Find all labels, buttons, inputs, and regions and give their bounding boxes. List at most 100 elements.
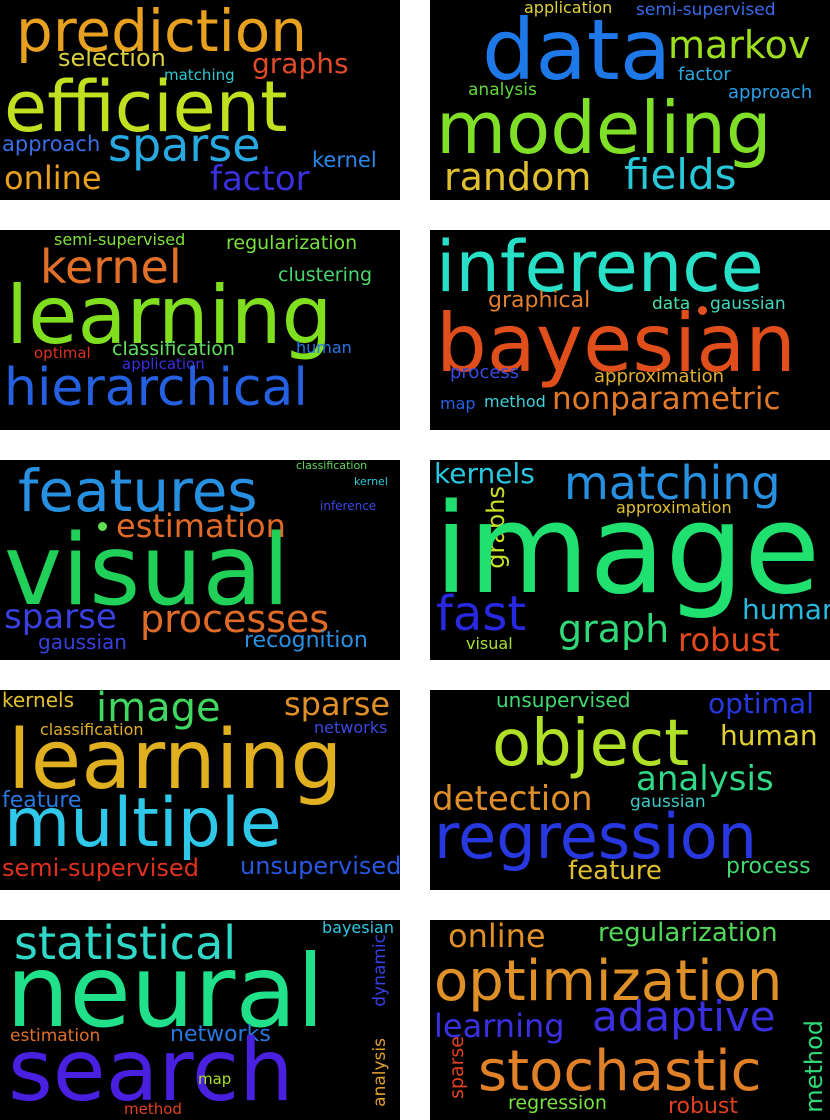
- word-cloud-6: kernels matching graphs approximation im…: [430, 460, 830, 660]
- word: graphical: [488, 288, 591, 313]
- word: semi-supervised: [54, 230, 186, 249]
- word: visual: [4, 514, 290, 628]
- word: kernel: [312, 148, 377, 172]
- word: gaussian: [710, 294, 786, 314]
- word: stochastic: [478, 1039, 762, 1104]
- word: random: [444, 155, 592, 199]
- word: data: [652, 294, 691, 314]
- word: analysis: [370, 1038, 390, 1107]
- word: sparse: [284, 690, 391, 723]
- word: sparse: [446, 1036, 468, 1100]
- word: human: [720, 719, 818, 752]
- word: bayesian: [436, 297, 796, 390]
- marker-dot: [98, 522, 107, 531]
- word: optimal: [34, 344, 91, 362]
- word: optimization: [434, 949, 783, 1014]
- word: robust: [678, 621, 780, 659]
- word: matching: [564, 460, 781, 510]
- word: image: [96, 690, 221, 731]
- word-cloud-3: semi-supervised regularization kernel cl…: [0, 230, 400, 430]
- word-cloud-4: inference graphical data gaussian bayesi…: [430, 230, 830, 430]
- word: hierarchical: [4, 358, 308, 418]
- word-cloud-7: kernels image sparse classification netw…: [0, 690, 400, 890]
- word: estimation: [10, 1026, 101, 1046]
- word: approach: [728, 82, 813, 103]
- word: search: [8, 1021, 294, 1120]
- word-cloud-8: unsupervised optimal object human analys…: [430, 690, 830, 890]
- word: graphs: [252, 47, 349, 80]
- word: networks: [170, 1022, 271, 1047]
- word: adaptive: [592, 992, 776, 1041]
- word: object: [492, 707, 690, 781]
- word: analysis: [636, 759, 774, 799]
- word: learning: [434, 1007, 565, 1045]
- word: method: [124, 1100, 182, 1118]
- word: learning: [8, 713, 343, 808]
- word: classification: [40, 720, 144, 739]
- word: matching: [164, 66, 235, 84]
- word: modeling: [436, 86, 772, 170]
- word: application: [524, 0, 613, 17]
- word: human: [296, 338, 352, 357]
- word: map: [198, 1070, 232, 1088]
- word: visual: [466, 634, 513, 653]
- word: processes: [140, 597, 330, 641]
- word: markov: [668, 23, 811, 67]
- word: graph: [558, 607, 670, 651]
- word-cloud-5: classification kernel features inference…: [0, 460, 400, 660]
- word: statistical: [14, 920, 237, 970]
- word: sparse: [4, 597, 117, 637]
- word: optimal: [708, 690, 814, 720]
- word-cloud-2: application semi-supervised data markov …: [430, 0, 830, 200]
- word: method: [800, 1020, 828, 1113]
- word: data: [482, 1, 672, 99]
- word: regularization: [598, 920, 778, 948]
- word: kernel: [354, 475, 388, 488]
- word: kernels: [2, 690, 75, 712]
- word: method: [484, 392, 546, 411]
- word: feature: [2, 788, 82, 813]
- word: recognition: [244, 628, 368, 653]
- word: online: [4, 159, 102, 197]
- word: online: [448, 920, 546, 955]
- word: detection: [432, 779, 593, 819]
- word: kernels: [434, 460, 535, 490]
- word: regression: [508, 1092, 607, 1114]
- word-cloud-9: statistical bayesian neural dynamic esti…: [0, 920, 400, 1120]
- word: prediction: [16, 0, 307, 65]
- word: approach: [2, 132, 101, 156]
- word: classification: [112, 338, 235, 360]
- word: approximation: [616, 498, 732, 517]
- word: multiple: [4, 784, 282, 863]
- word: gaussian: [630, 792, 706, 812]
- word: regularization: [226, 232, 358, 254]
- word: inference: [320, 499, 377, 513]
- word: process: [450, 362, 520, 383]
- word: regression: [434, 800, 757, 873]
- word: nonparametric: [552, 381, 781, 417]
- marker-dot: [698, 306, 707, 315]
- word-cloud-10: online regularization optimization learn…: [430, 920, 830, 1120]
- word: learning: [6, 269, 333, 362]
- word: image: [434, 478, 821, 622]
- word: kernel: [40, 240, 182, 294]
- word: application: [122, 355, 205, 373]
- word: analysis: [468, 80, 537, 100]
- word: efficient: [4, 66, 288, 148]
- word: bayesian: [322, 920, 394, 937]
- word: semi-supervised: [636, 0, 776, 20]
- word: feature: [568, 856, 662, 886]
- word: unsupervised: [496, 690, 631, 712]
- word: gaussian: [38, 630, 127, 654]
- word: semi-supervised: [2, 854, 199, 882]
- word: dynamic: [370, 934, 390, 1007]
- word: fields: [624, 150, 737, 199]
- word: networks: [314, 718, 388, 737]
- word: process: [726, 854, 811, 879]
- word: factor: [210, 159, 310, 199]
- word: factor: [678, 64, 731, 85]
- word: map: [440, 394, 476, 413]
- word: fast: [436, 586, 527, 642]
- word: inference: [436, 230, 764, 308]
- word: clustering: [278, 264, 372, 286]
